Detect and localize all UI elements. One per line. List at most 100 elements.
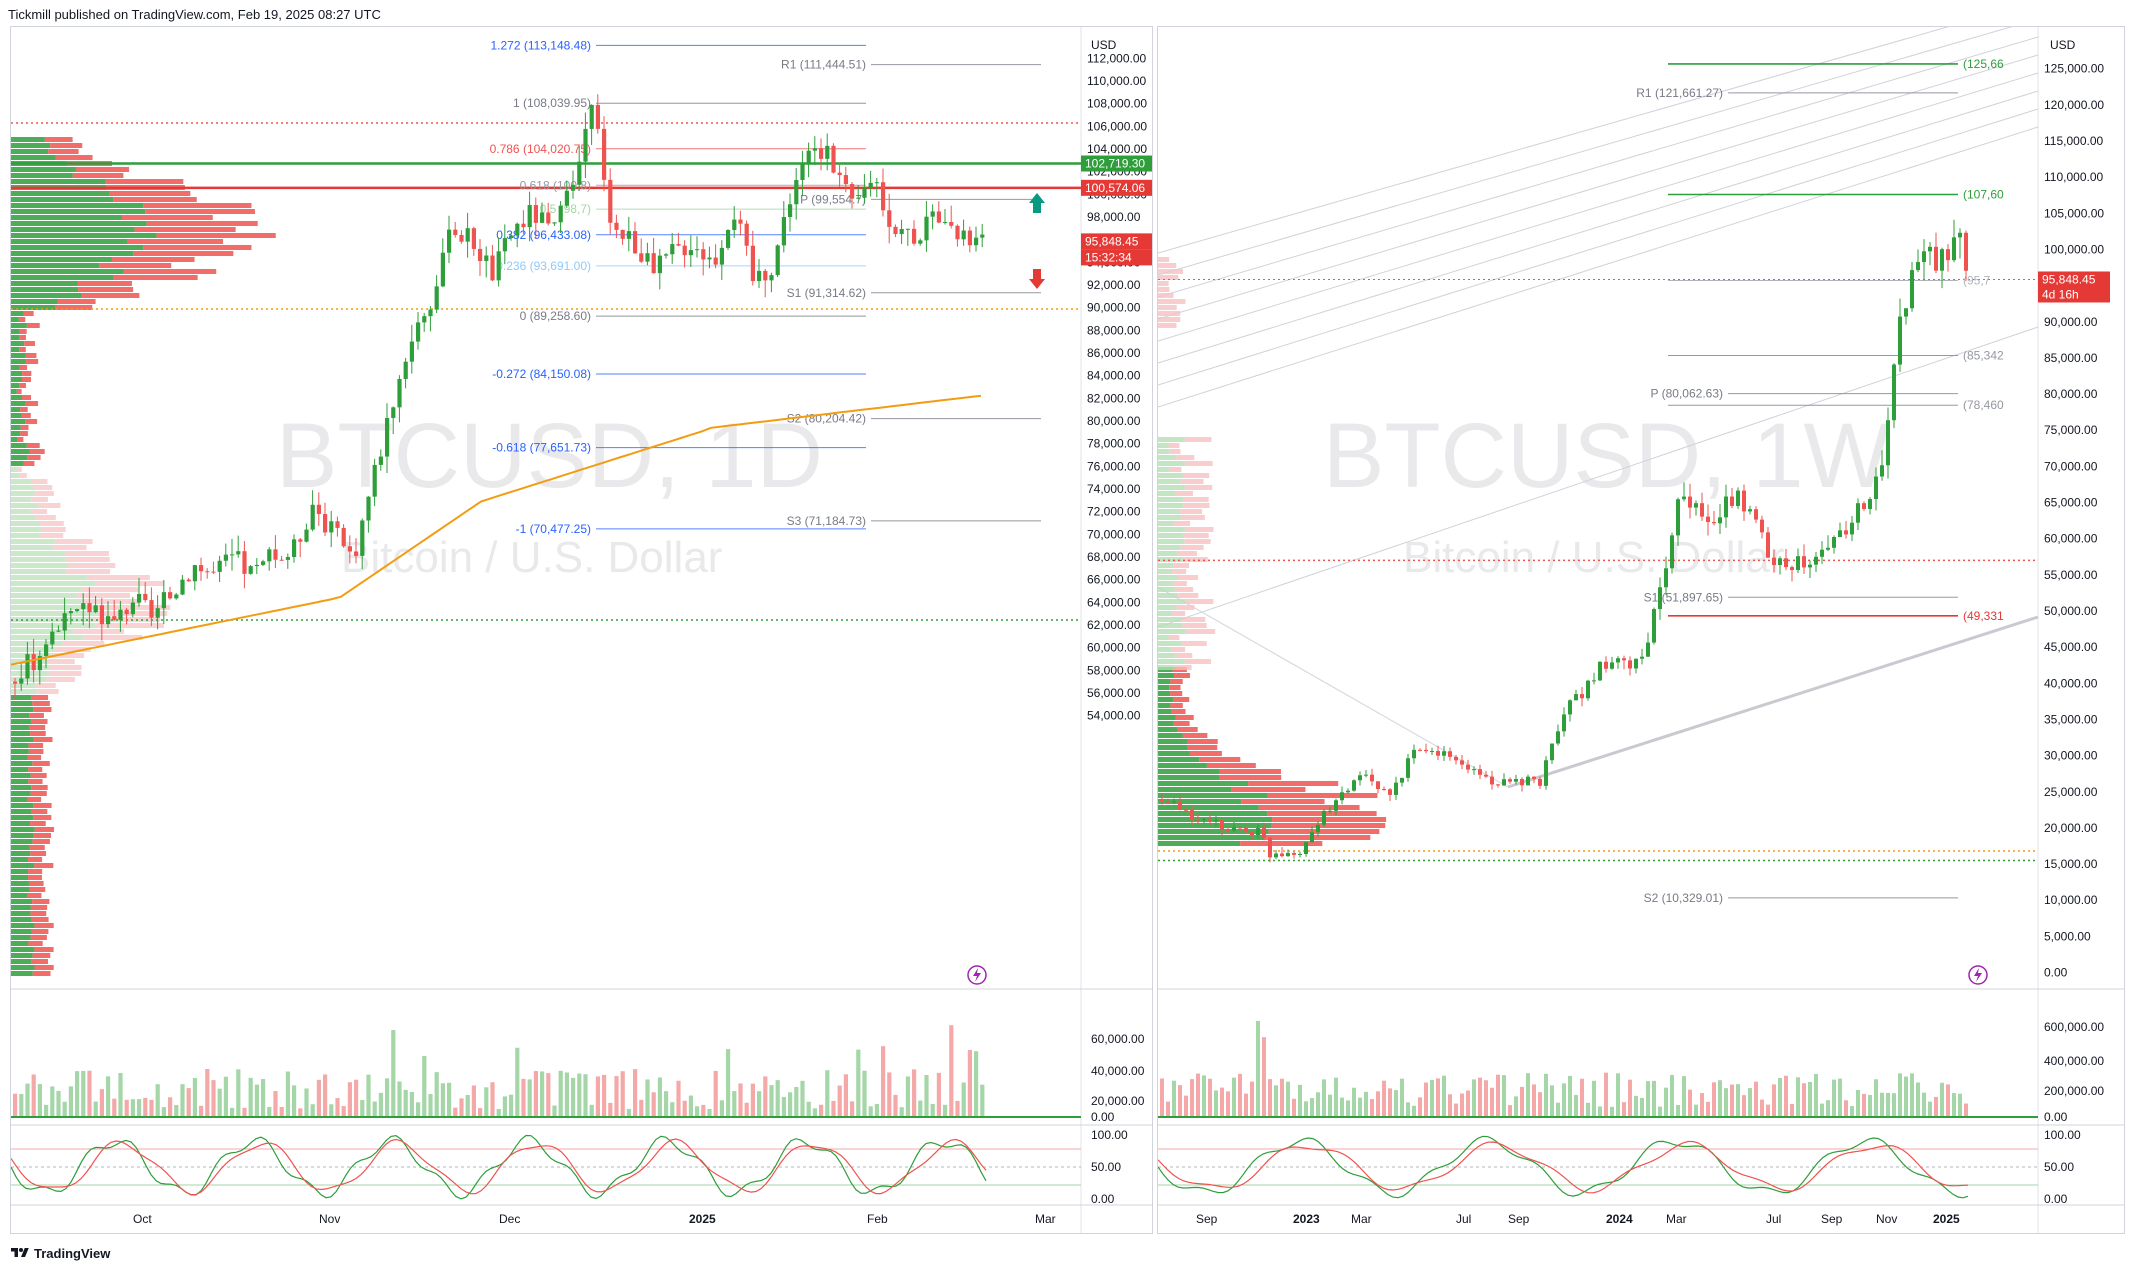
volume-bar	[1688, 1089, 1692, 1117]
candle-body	[1160, 799, 1164, 802]
volume-profile-bar-up	[1158, 635, 1169, 640]
weekly-chart-canvas[interactable]: USD 125,000.00 120,000.00 115,000.00 110,000…	[1158, 27, 2125, 1234]
volume-bar	[583, 1074, 588, 1117]
candle-body	[478, 248, 483, 262]
volume-profile-bar-down	[156, 233, 276, 238]
candle-body	[1226, 829, 1230, 831]
candle-body	[1514, 778, 1518, 782]
volume-profile-bar-up	[11, 389, 17, 394]
candle-body	[738, 219, 743, 224]
volume-profile-bar-up	[11, 743, 29, 748]
candle-body	[1430, 751, 1434, 753]
candle-body	[1820, 549, 1824, 557]
volume-profile-bar-up	[11, 407, 21, 412]
volume-profile-bar-up	[11, 545, 53, 550]
volume-bar	[279, 1106, 284, 1117]
volume-bar	[1358, 1097, 1362, 1117]
candle-body	[502, 238, 507, 252]
volume-bar	[540, 1071, 545, 1117]
stoch-d-line	[1158, 1140, 1969, 1194]
chart-panel-weekly[interactable]: USD 125,000.00 120,000.00 115,000.00 110,000…	[1157, 26, 2125, 1234]
volume-profile-bar-up	[11, 899, 33, 904]
candle-body	[1616, 658, 1620, 663]
price-tag-bg	[2038, 286, 2110, 303]
volume-bar	[812, 1108, 817, 1117]
volume-profile-bar-up	[11, 503, 39, 508]
volume-bar	[1322, 1079, 1326, 1117]
volume-bar	[478, 1108, 483, 1117]
volume-profile-bar-down	[31, 719, 48, 724]
candle-body	[1706, 516, 1710, 523]
price-axis-label: 88,000.00	[1087, 323, 1141, 337]
volume-profile-bar-down	[28, 869, 43, 874]
candle-body	[781, 217, 786, 246]
price-axis-label: 84,000.00	[1087, 369, 1141, 383]
candle-body	[744, 223, 749, 246]
volume-profile-bar-down	[51, 653, 85, 658]
price-tag-label: 100,574.06	[1085, 181, 1145, 195]
volume-profile-bar-down	[24, 353, 37, 358]
description-watermark: Bitcoin / U.S. Dollar	[1403, 533, 1784, 582]
volume-profile-bar-down	[1258, 805, 1360, 810]
channel-line	[1158, 72, 2039, 342]
volume-bar	[1274, 1085, 1278, 1117]
volume-bar	[1532, 1084, 1536, 1117]
volume-profile-bar-up	[11, 443, 27, 448]
volume-bar	[1574, 1094, 1578, 1117]
volume-profile-bar-up	[1158, 641, 1183, 646]
volume-profile-bar-up	[11, 323, 27, 328]
volume-bar	[1730, 1084, 1734, 1117]
candle-body	[645, 253, 650, 262]
volume-bar	[391, 1030, 396, 1117]
volume-profile-bar-up	[1158, 611, 1172, 616]
volume-profile-bar-up	[11, 887, 30, 892]
volume-bar	[1802, 1083, 1806, 1117]
volume-axis-label: 0.00	[2044, 1110, 2068, 1124]
volume-profile-bar-down	[28, 875, 42, 880]
volume-profile-bar-down	[30, 821, 46, 826]
tradingview-logo-icon[interactable]	[10, 1246, 30, 1260]
candle-body	[688, 250, 693, 256]
volume-bar	[862, 1070, 867, 1117]
volume-profile-bar-down	[1182, 557, 1208, 562]
volume-profile-bar-up	[11, 623, 96, 628]
price-axis-label: 120,000.00	[2044, 98, 2104, 112]
fib-level-label: 1 (108,039.95)	[513, 96, 591, 110]
volume-profile-bar-down	[1185, 485, 1213, 490]
volume-bar	[1862, 1093, 1866, 1117]
chart-panel-daily[interactable]: USD 112,000.00 110,000.00 108,000.00 106,000…	[10, 26, 1153, 1234]
volume-bar	[806, 1101, 811, 1117]
volume-bar	[602, 1074, 607, 1117]
price-axis-label: 90,000.00	[2044, 315, 2098, 329]
volume-profile-bar-down	[1174, 521, 1191, 526]
candle-body	[1712, 522, 1716, 524]
candle-body	[1640, 656, 1644, 659]
price-tag-label: 102,719.30	[1085, 157, 1145, 171]
volume-bar	[1868, 1094, 1872, 1117]
volume-bar	[1610, 1106, 1614, 1117]
volume-profile-bar-down	[25, 419, 38, 424]
volume-bar	[416, 1102, 421, 1117]
volume-profile-bar-up	[1158, 823, 1272, 828]
candle-body	[862, 187, 867, 198]
volume-profile-bar-down	[1248, 781, 1339, 786]
volume-profile-bar-up	[11, 671, 50, 676]
candle-body	[199, 565, 204, 572]
volume-profile-bar-down	[1183, 497, 1209, 502]
volume-profile-bar-up	[1158, 659, 1185, 664]
price-axis-label: 60,000.00	[1087, 641, 1141, 655]
volume-profile-bar-down	[1177, 551, 1197, 556]
volume-bar	[93, 1101, 98, 1117]
candle-body	[806, 150, 811, 164]
volume-bar	[298, 1108, 303, 1117]
volume-profile-bar-down	[1158, 323, 1177, 328]
volume-bar	[199, 1105, 204, 1117]
candle-body	[440, 252, 445, 287]
volume-profile-bar-up	[1158, 557, 1183, 562]
volume-profile-bar-up	[1158, 647, 1172, 652]
footer-brand[interactable]: TradingView	[34, 1246, 111, 1261]
volume-profile-bar-down	[1267, 811, 1377, 816]
candle-body	[1460, 760, 1464, 765]
fib-level-label: 0.236 (93,691.00)	[496, 259, 591, 273]
